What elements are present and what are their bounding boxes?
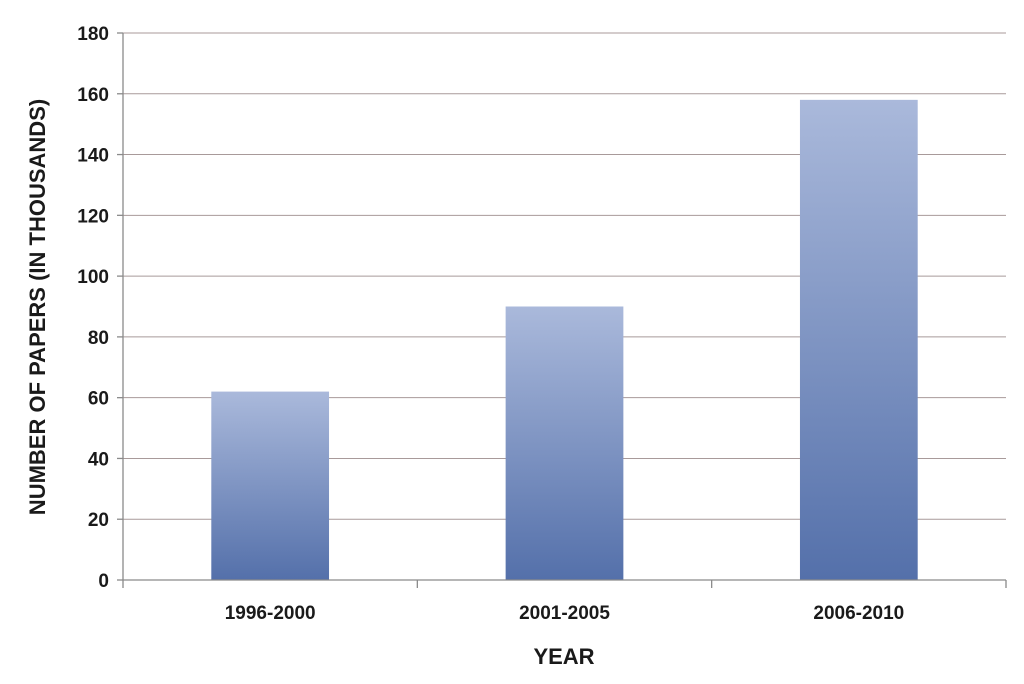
bars	[211, 99, 918, 580]
x-tick-label: 2006-2010	[813, 603, 904, 624]
axes	[117, 32, 1007, 588]
y-tick-label: 160	[77, 85, 109, 106]
y-tick-label: 20	[88, 510, 109, 531]
y-tick-labels: 0 20 40 60 80 100 120 140 160 180	[77, 24, 109, 592]
bar-2001-2005	[505, 306, 624, 580]
y-tick-label: 120	[77, 206, 109, 227]
y-axis-title: NUMBER OF PAPERS (IN THOUSANDS)	[25, 99, 50, 515]
y-tick-label: 80	[88, 328, 109, 349]
y-tick-label: 140	[77, 146, 109, 167]
bar-1996-2000	[211, 391, 330, 580]
x-axis-title: YEAR	[533, 644, 594, 669]
y-tick-label: 0	[98, 571, 109, 592]
y-tick-label: 100	[77, 267, 109, 288]
x-tick-label: 1996-2000	[225, 603, 316, 624]
bar-2006-2010	[799, 99, 918, 580]
y-tick-label: 40	[88, 449, 109, 470]
y-tick-label: 180	[77, 24, 109, 45]
y-tick-label: 60	[88, 389, 109, 410]
x-tick-label: 2001-2005	[519, 603, 610, 624]
x-tick-labels: 1996-2000 2001-2005 2006-2010	[225, 603, 905, 624]
